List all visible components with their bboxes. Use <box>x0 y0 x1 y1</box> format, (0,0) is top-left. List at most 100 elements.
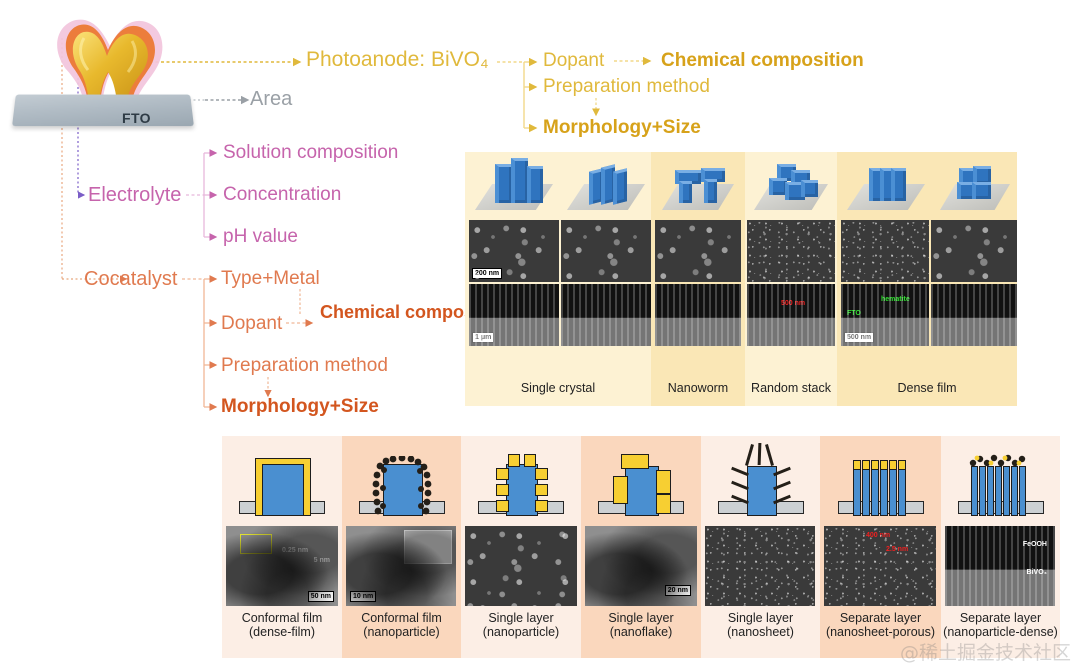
branch-cocatalyst-label: Cocatalyst <box>84 268 178 290</box>
schematic-single-layer-nanoparticle <box>461 444 581 522</box>
photoanode-morphology-size: Morphology+Size <box>543 117 701 138</box>
sem-separate-layer-nanosheet-porous: 400 nm 2.5 nm <box>824 526 936 606</box>
sem-single-layer-nanosheet <box>705 526 815 606</box>
cocatalyst-morphology-size: Morphology+Size <box>221 396 379 417</box>
cocatalyst-child-preparation-method: Preparation method <box>221 355 388 376</box>
schematic-random-stack <box>747 154 835 216</box>
schematic-nanorod-tall <box>469 154 559 216</box>
scale-bar-50nm: 50 nm <box>307 591 334 602</box>
sem-nanoworm-top <box>655 220 741 282</box>
branch-electrolyte-label: Electrolyte <box>88 184 182 206</box>
sem-dense-film-top-right <box>931 220 1017 282</box>
morphology-caption-dense-film: Dense film <box>897 381 957 395</box>
overlay-label-bivo4: BiVO₄ <box>1026 569 1047 576</box>
scale-bar-20nm: 20 nm <box>664 585 691 596</box>
schematic-conformal-nanoparticle <box>342 444 461 522</box>
cocatalyst-caption-2-line2: (nanoparticle) <box>363 624 440 639</box>
sem-separate-layer-nanoparticle-dense: FeOOH BiVO₄ <box>945 526 1055 606</box>
sem-single-crystal-top: 200 nm <box>469 220 559 282</box>
cocatalyst-caption-3-line1: Single layer <box>488 611 554 625</box>
tem-conformal-nanoparticle: 10 nm <box>346 526 456 606</box>
cocatalyst-caption-2: Conformal film (nanoparticle) <box>342 611 461 639</box>
dense-nanoparticle-cap <box>969 454 1027 468</box>
cocatalyst-caption-1: Conformal film (dense-film) <box>222 611 342 639</box>
cocatalyst-caption-3: Single layer (nanoparticle) <box>461 611 581 639</box>
cocatalyst-caption-3-line2: (nanoparticle) <box>482 624 560 639</box>
schematic-single-layer-nanosheet <box>701 442 820 522</box>
cocatalyst-child-type-metal: Type+Metal <box>221 268 320 289</box>
schematic-dense-film-blocks <box>933 154 1017 216</box>
cocatalyst-caption-2-line1: Conformal film <box>361 611 442 625</box>
cocatalyst-child-dopant: Dopant <box>221 313 283 334</box>
scale-bar-200nm: 200 nm <box>472 268 503 279</box>
cocatalyst-caption-5-line2: (nanosheet) <box>727 624 794 639</box>
cocatalyst-caption-6-line1: Separate layer <box>839 611 922 625</box>
electrolyte-child-concentration: Concentration <box>223 184 342 205</box>
overlay-label-hematite: hematite <box>881 296 910 303</box>
cocatalyst-caption-4-line1: Single layer <box>608 611 674 625</box>
fto-substrate <box>12 93 194 127</box>
branch-photoanode-label: Photoanode: BiVO₄ <box>306 48 489 71</box>
inset-panel <box>404 530 452 564</box>
cocatalyst-caption-5: Single layer (nanosheet) <box>701 611 820 639</box>
overlay-label-fto: FTO <box>847 310 861 317</box>
schematic-single-layer-nanoflake <box>581 444 701 522</box>
scale-label-400nm: 400 nm <box>866 532 891 539</box>
cocatalyst-caption-4: Single layer (nanoflake) <box>581 611 701 639</box>
fto-substrate-label: FTO <box>122 110 151 126</box>
photoanode-child-preparation-method: Preparation method <box>543 76 710 97</box>
morphology-caption-nanoworm: Nanoworm <box>667 381 729 395</box>
tem-conformal-dense-film: 50 nm 0.25 nm 5 nm <box>226 526 338 606</box>
cocatalyst-chemical-composition-text: Chemical composition <box>320 302 513 322</box>
morphology-caption-random-stack: Random stack <box>751 381 831 395</box>
scale-bar-500nm-dense: 500 nm <box>844 332 875 343</box>
schematic-conformal-dense-film <box>222 444 342 522</box>
schematic-nanoworm <box>655 154 741 216</box>
cocatalyst-caption-1-line2: (dense-film) <box>249 624 315 639</box>
sem-nanoworm-cross <box>655 284 741 346</box>
sem-dense-film-top-left <box>841 220 929 282</box>
sem-single-crystal-cross: 1 μm <box>469 284 559 346</box>
schematic-separate-layer-nanosheet-porous <box>820 444 941 522</box>
schematic-nanoplate <box>561 154 651 216</box>
inset-scale-bar-5nm: 5 nm <box>313 557 330 564</box>
overlay-label-feooh: FeOOH <box>1022 541 1047 548</box>
scale-bar-1um: 1 μm <box>472 332 495 343</box>
roi-box <box>240 534 272 554</box>
sem-random-stack-cross: 500 nm <box>747 284 835 346</box>
cocatalyst-caption-7-line1: Separate layer <box>959 611 1042 625</box>
cocatalyst-panel: 50 nm 0.25 nm 5 nm 10 nm 20 nm 400 nm 2.… <box>222 436 1060 658</box>
scale-label-500nm: 500 nm <box>781 300 806 307</box>
watermark: @稀土掘金技术社区 <box>900 642 1072 664</box>
photoanode-device-illustration <box>18 8 208 143</box>
sem-random-stack-top <box>747 220 835 282</box>
sem-nanoplate-cross <box>561 284 651 346</box>
cocatalyst-caption-7: Separate layer (nanoparticle-dense) <box>941 611 1060 639</box>
sem-nanoplate-top <box>561 220 651 282</box>
electrolyte-child-solution-composition: Solution composition <box>223 142 399 163</box>
electrolyte-child-ph-value: pH value <box>223 226 298 247</box>
gold-y-structure <box>72 31 148 101</box>
cocatalyst-caption-6-line2: (nanosheet-porous) <box>825 624 936 639</box>
schematic-separate-layer-nanoparticle-dense <box>941 444 1060 522</box>
nanoparticle-shell <box>372 454 432 516</box>
lattice-spacing-label: 0.25 nm <box>282 547 309 554</box>
photoanode-chemical-composition: Chemical composition <box>661 50 864 71</box>
cocatalyst-caption-1-line1: Conformal film <box>241 611 323 625</box>
sem-single-layer-nanoparticle <box>465 526 577 606</box>
cocatalyst-caption-4-line2: (nanoflake) <box>609 624 673 639</box>
sem-dense-film-cross-left: hematite FTO 500 nm <box>841 284 929 346</box>
morphology-panel: 200 nm 1 μm 500 nm hematite FTO 500 nm S… <box>465 152 1017 406</box>
scale-label-2p5nm: 2.5 nm <box>886 546 909 553</box>
cocatalyst-caption-7-line2: (nanoparticle-dense) <box>943 624 1058 639</box>
schematic-dense-film-columnar <box>841 154 931 216</box>
scale-bar-10nm: 10 nm <box>350 591 377 602</box>
branch-area-label: Area <box>250 88 293 110</box>
photoanode-child-dopant: Dopant <box>543 50 605 71</box>
tem-single-layer-nanoflake: 20 nm <box>585 526 697 606</box>
cocatalyst-caption-5-line1: Single layer <box>727 611 794 625</box>
sem-dense-film-cross-right <box>931 284 1017 346</box>
cocatalyst-caption-6: Separate layer (nanosheet-porous) <box>820 611 941 639</box>
morphology-caption-single-crystal: Single crystal <box>520 381 596 395</box>
cocatalyst-chemical-composition: Chemical composition <box>320 303 512 322</box>
